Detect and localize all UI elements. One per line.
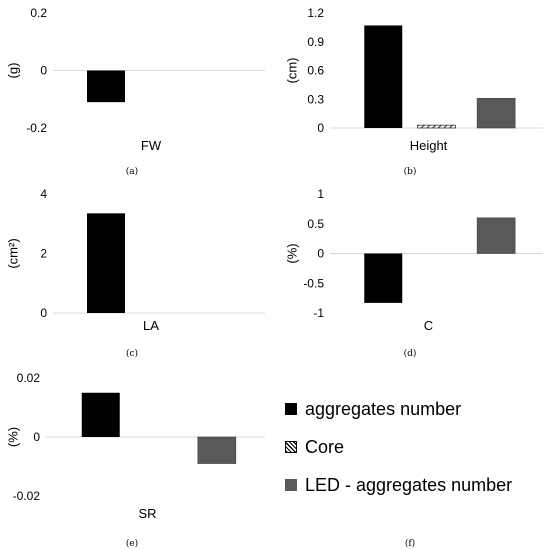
y-tick-label: 0 — [33, 430, 40, 444]
legend-swatch-solid-black — [285, 403, 297, 415]
legend-label: aggregates number — [305, 398, 462, 419]
panel-label-f: (f) — [405, 538, 415, 549]
bar-led-aggregates-number — [476, 217, 516, 254]
y-tick-label: 2 — [40, 247, 47, 261]
legend: aggregates number Core LED - aggregates … — [285, 390, 545, 504]
category-label: LA — [143, 318, 159, 333]
panel-label: (d) — [404, 348, 417, 359]
bar-aggregates-number — [364, 25, 403, 128]
chart-panel-b: 1.2 0.9 0.6 0.3 0 (cm) Height (b) — [284, 6, 543, 177]
y-tick-label: 0.9 — [307, 35, 324, 49]
y-tick-label: 1 — [317, 187, 324, 201]
y-tick-label: 0 — [317, 121, 324, 135]
y-tick-label: 4 — [40, 187, 47, 201]
legend-swatch-solid-gray — [285, 479, 297, 491]
chart-panel-d: 1 0.5 0 -0.5 -1 (%) C (d) — [284, 187, 543, 359]
y-tick-label: 0.6 — [307, 64, 324, 78]
bar-led-aggregates-number — [197, 436, 237, 464]
category-label: SR — [138, 506, 156, 521]
y-tick-label: -0.5 — [303, 276, 324, 290]
y-axis-label: (%) — [5, 427, 20, 447]
y-tick-label: 0 — [40, 64, 47, 78]
bar-aggregates-number — [87, 70, 125, 103]
y-tick-label: -0.02 — [13, 489, 41, 503]
chart-panel-e: 0.02 0 -0.02 (%) SR (e) — [5, 371, 265, 549]
chart-panel-c: 4 2 0 (cm²) LA (c) — [5, 187, 265, 359]
panel-label: (e) — [126, 538, 138, 549]
y-tick-label: 0.3 — [307, 92, 324, 106]
legend-swatch-hatched — [285, 441, 297, 453]
legend-item-led-aggregates-number: LED - aggregates number — [285, 466, 545, 504]
category-label: C — [424, 318, 433, 333]
panel-label: (a) — [126, 166, 138, 177]
y-axis-label: (%) — [284, 243, 299, 263]
legend-item-core: Core — [285, 428, 545, 466]
y-tick-label: 0 — [317, 247, 324, 261]
bar-aggregates-number — [81, 392, 120, 437]
y-axis-label: (cm²) — [5, 238, 20, 268]
panel-label: (c) — [126, 348, 138, 359]
y-axis-label: (g) — [5, 63, 20, 79]
panel-label: (b) — [404, 166, 417, 177]
y-axis-label: (cm) — [284, 58, 299, 84]
bar-aggregates-number — [87, 213, 125, 313]
y-tick-label: 0.02 — [17, 371, 41, 385]
y-tick-label: 1.2 — [307, 6, 324, 20]
bar-aggregates-number — [364, 253, 403, 303]
y-tick-label: -1 — [313, 306, 324, 320]
bar-led-aggregates-number — [476, 97, 516, 129]
legend-label: LED - aggregates number — [305, 474, 513, 495]
y-tick-label: 0.5 — [307, 217, 324, 231]
y-tick-label: 0.2 — [30, 6, 47, 20]
y-tick-label: -0.2 — [26, 121, 47, 135]
chart-panel-a: 0.2 0 -0.2 (g) FW (a) — [5, 6, 265, 177]
category-label: Height — [410, 138, 448, 153]
legend-item-aggregates-number: aggregates number — [285, 390, 545, 428]
y-tick-label: 0 — [40, 306, 47, 320]
category-label: FW — [141, 138, 162, 153]
bar-core — [417, 124, 456, 129]
legend-label: Core — [305, 436, 345, 457]
